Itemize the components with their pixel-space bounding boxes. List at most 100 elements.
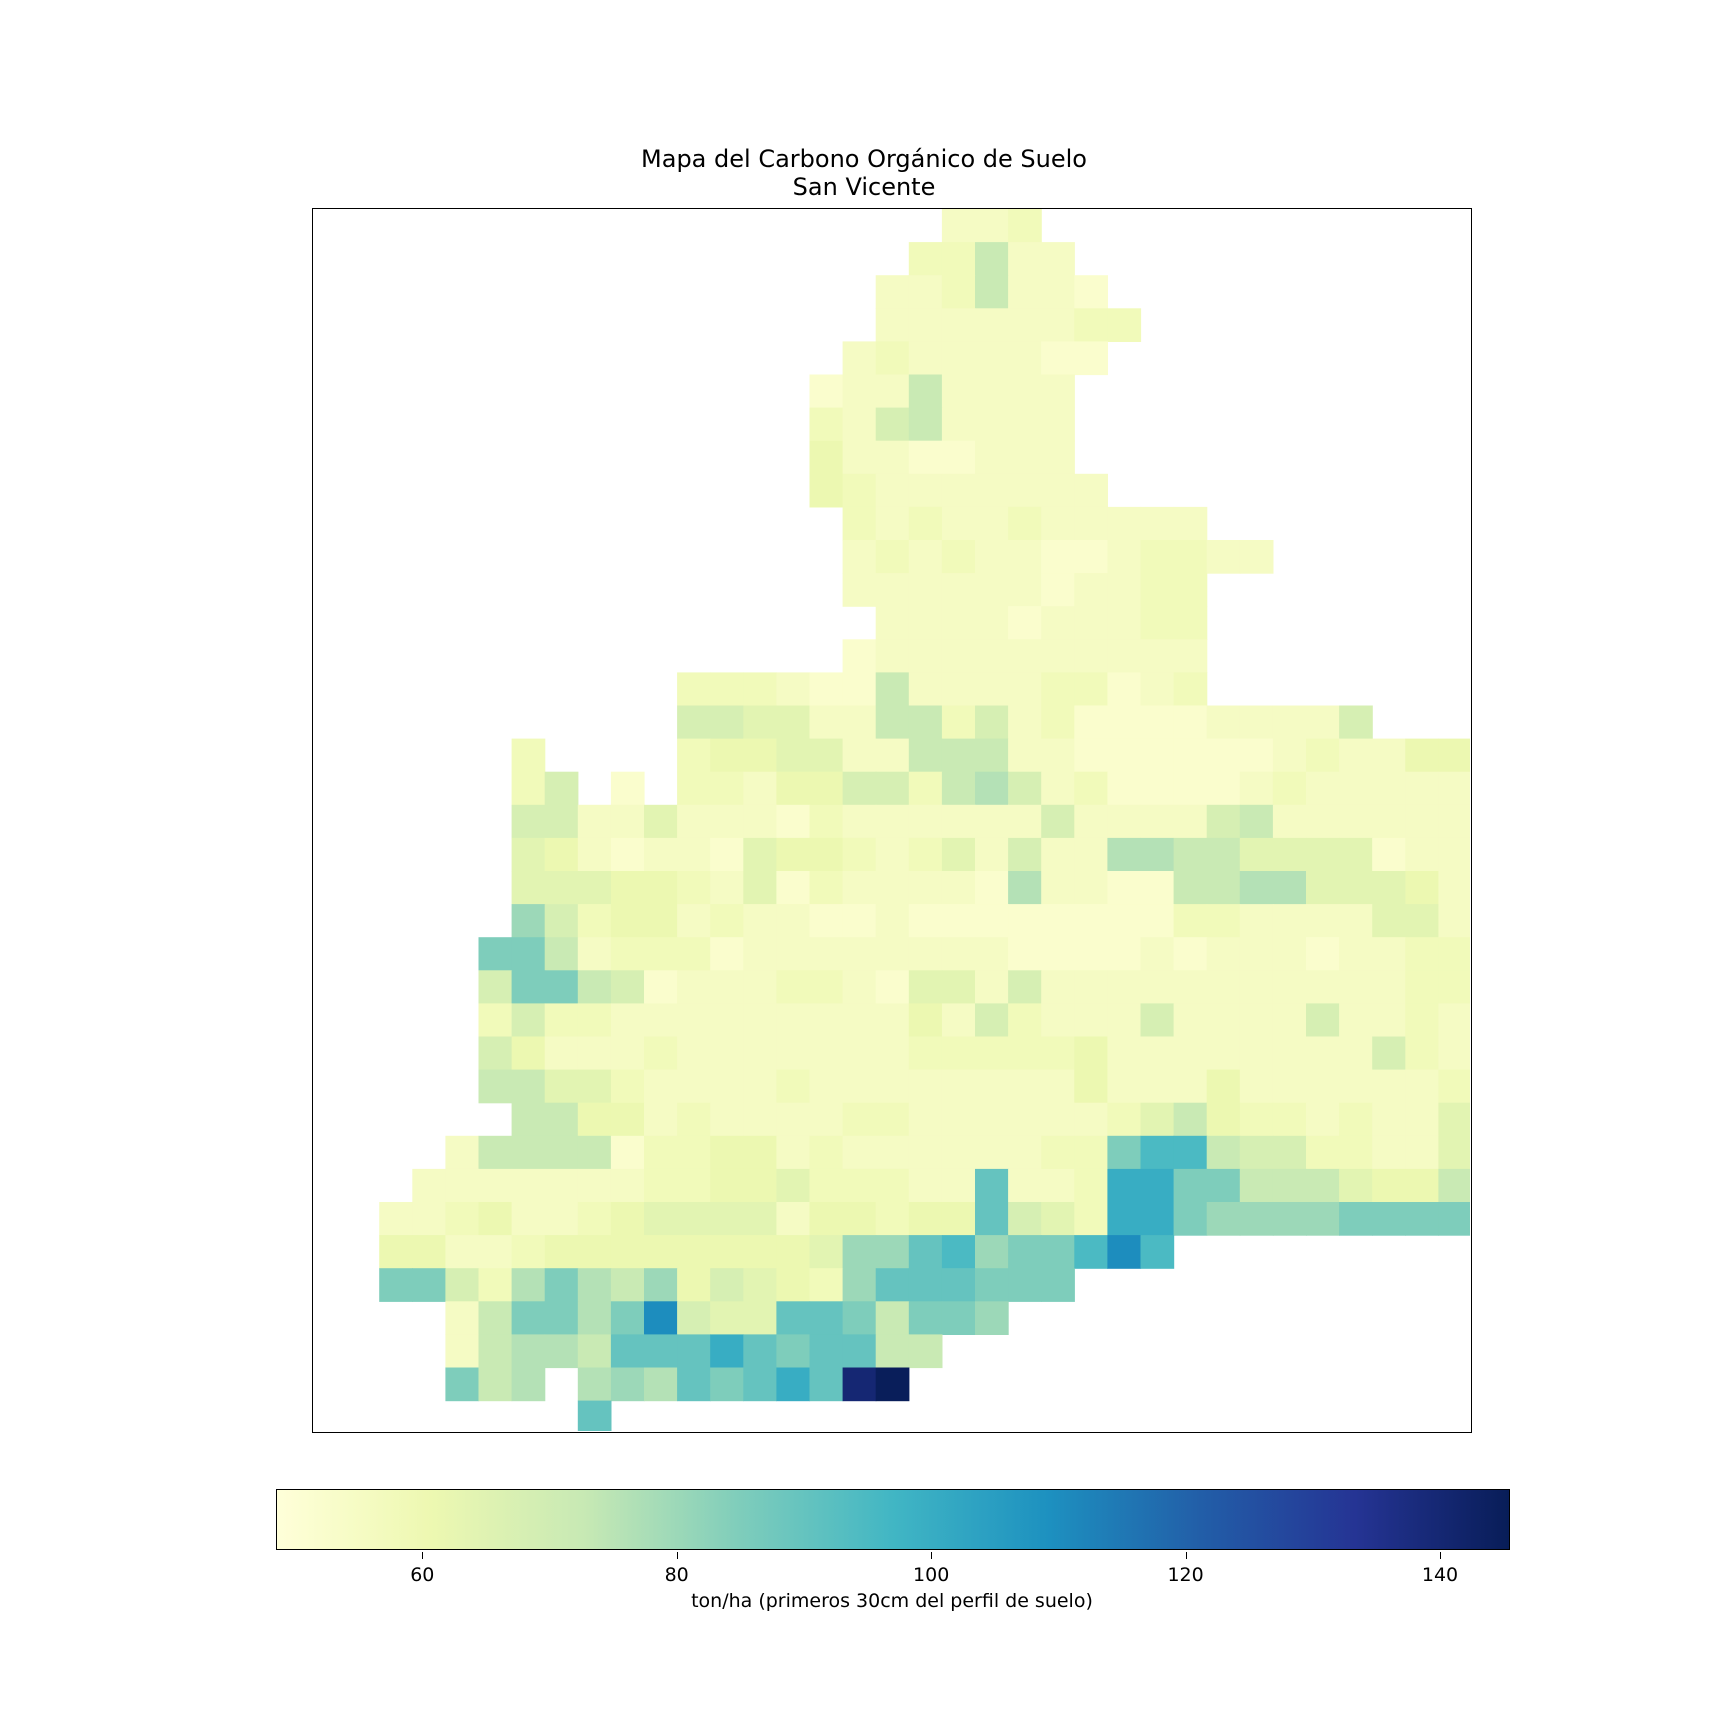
heatmap-cell bbox=[610, 1102, 645, 1137]
heatmap-cell bbox=[610, 1168, 645, 1203]
heatmap-cell bbox=[677, 970, 711, 1004]
heatmap-cell bbox=[1008, 705, 1042, 740]
heatmap-cell bbox=[511, 1036, 546, 1071]
heatmap-cell bbox=[511, 1135, 546, 1170]
heatmap-cell bbox=[1140, 804, 1175, 839]
heatmap-cell bbox=[1041, 937, 1075, 971]
heatmap-cell bbox=[975, 209, 1009, 243]
heatmap-cell bbox=[875, 606, 910, 640]
heatmap-cell bbox=[1041, 738, 1075, 773]
heatmap-cell bbox=[809, 937, 844, 971]
heatmap-cell bbox=[478, 1202, 513, 1236]
heatmap-cell bbox=[875, 1069, 910, 1104]
heatmap-cell bbox=[710, 837, 744, 872]
heatmap-cell bbox=[875, 1334, 910, 1369]
heatmap-cell bbox=[610, 804, 645, 839]
heatmap-cell bbox=[644, 804, 678, 839]
heatmap-cell bbox=[1173, 871, 1208, 905]
heatmap-cell bbox=[544, 1135, 579, 1170]
heatmap-cell bbox=[875, 1135, 910, 1170]
heatmap-cell bbox=[1173, 1102, 1208, 1137]
heatmap-cell bbox=[511, 804, 546, 839]
heatmap-cell bbox=[842, 639, 877, 673]
heatmap-cell bbox=[1173, 506, 1208, 541]
heatmap-cell bbox=[1074, 871, 1108, 905]
heatmap-cell bbox=[1438, 1069, 1470, 1104]
heatmap-cell bbox=[478, 970, 513, 1004]
heatmap-cell bbox=[941, 407, 976, 442]
heatmap-cell bbox=[1041, 407, 1075, 442]
heatmap-cell bbox=[809, 1202, 844, 1236]
heatmap-cell bbox=[975, 904, 1009, 938]
heatmap-cell bbox=[577, 1135, 612, 1170]
heatmap-cell bbox=[908, 407, 943, 442]
colorbar bbox=[276, 1489, 1510, 1550]
heatmap-cell bbox=[1008, 804, 1042, 839]
heatmap-cell bbox=[1206, 738, 1241, 773]
heatmap-cell bbox=[1107, 606, 1142, 640]
heatmap-cell bbox=[941, 871, 976, 905]
heatmap-cell bbox=[908, 1202, 943, 1236]
heatmap-cell bbox=[511, 1202, 546, 1236]
heatmap-cell bbox=[544, 1301, 579, 1335]
heatmap-cell bbox=[975, 573, 1009, 607]
heatmap-cell bbox=[809, 1268, 844, 1302]
heatmap-cell bbox=[1140, 1135, 1175, 1170]
heatmap-cell bbox=[1074, 1102, 1108, 1137]
heatmap-cell bbox=[1306, 1102, 1340, 1137]
heatmap-cell bbox=[941, 1235, 976, 1269]
heatmap-cell bbox=[1306, 705, 1340, 740]
heatmap-cell bbox=[975, 1301, 1009, 1335]
heatmap-cell bbox=[908, 738, 943, 773]
heatmap-cell bbox=[1107, 804, 1142, 839]
heatmap-cell bbox=[1173, 639, 1208, 673]
heatmap-cell bbox=[1206, 705, 1241, 740]
heatmap-cell bbox=[975, 871, 1009, 905]
heatmap-cell bbox=[908, 473, 943, 508]
heatmap-cell bbox=[1041, 473, 1075, 508]
heatmap-cell bbox=[511, 937, 546, 971]
heatmap-cell bbox=[1339, 970, 1373, 1004]
heatmap-cell bbox=[975, 937, 1009, 971]
heatmap-cell bbox=[379, 1235, 413, 1269]
heatmap-cell bbox=[1107, 871, 1142, 905]
heatmap-cell bbox=[875, 1168, 910, 1203]
heatmap-cell bbox=[908, 937, 943, 971]
heatmap-cell bbox=[644, 1069, 678, 1104]
heatmap-cell bbox=[644, 1102, 678, 1137]
heatmap-cell bbox=[809, 705, 844, 740]
heatmap-cell bbox=[445, 1301, 480, 1335]
heatmap-cell bbox=[1239, 1069, 1274, 1104]
heatmap-cell bbox=[776, 970, 811, 1004]
heatmap-cell bbox=[644, 1367, 678, 1402]
heatmap-cell bbox=[710, 1235, 744, 1269]
heatmap-cell bbox=[1173, 804, 1208, 839]
heatmap-cell bbox=[1008, 1202, 1042, 1236]
heatmap-cell bbox=[875, 1003, 910, 1038]
heatmap-cell bbox=[710, 738, 744, 773]
heatmap-cell bbox=[1140, 573, 1175, 607]
heatmap-cell bbox=[941, 937, 976, 971]
heatmap-cell bbox=[644, 871, 678, 905]
heatmap-cell bbox=[908, 506, 943, 541]
heatmap-cell bbox=[644, 1301, 678, 1335]
heatmap-cell bbox=[842, 1003, 877, 1038]
heatmap-cell bbox=[1041, 1168, 1075, 1203]
heatmap-cell bbox=[1438, 1003, 1470, 1038]
heatmap-cell bbox=[941, 506, 976, 541]
heatmap-cell bbox=[776, 1036, 811, 1071]
heatmap-cell bbox=[941, 904, 976, 938]
heatmap-cell bbox=[776, 705, 811, 740]
heatmap-cell bbox=[1107, 672, 1142, 707]
heatmap-cell bbox=[1306, 771, 1340, 806]
heatmap-cell bbox=[1206, 937, 1241, 971]
heatmap-cell bbox=[1405, 738, 1439, 773]
heatmap-cell bbox=[577, 1102, 612, 1137]
heatmap-cell bbox=[776, 1235, 811, 1269]
heatmap-cell bbox=[478, 1135, 513, 1170]
heatmap-cell bbox=[1008, 440, 1042, 475]
heatmap-cell bbox=[1074, 672, 1108, 707]
heatmap-cell bbox=[478, 1235, 513, 1269]
heatmap-cell bbox=[809, 473, 844, 508]
